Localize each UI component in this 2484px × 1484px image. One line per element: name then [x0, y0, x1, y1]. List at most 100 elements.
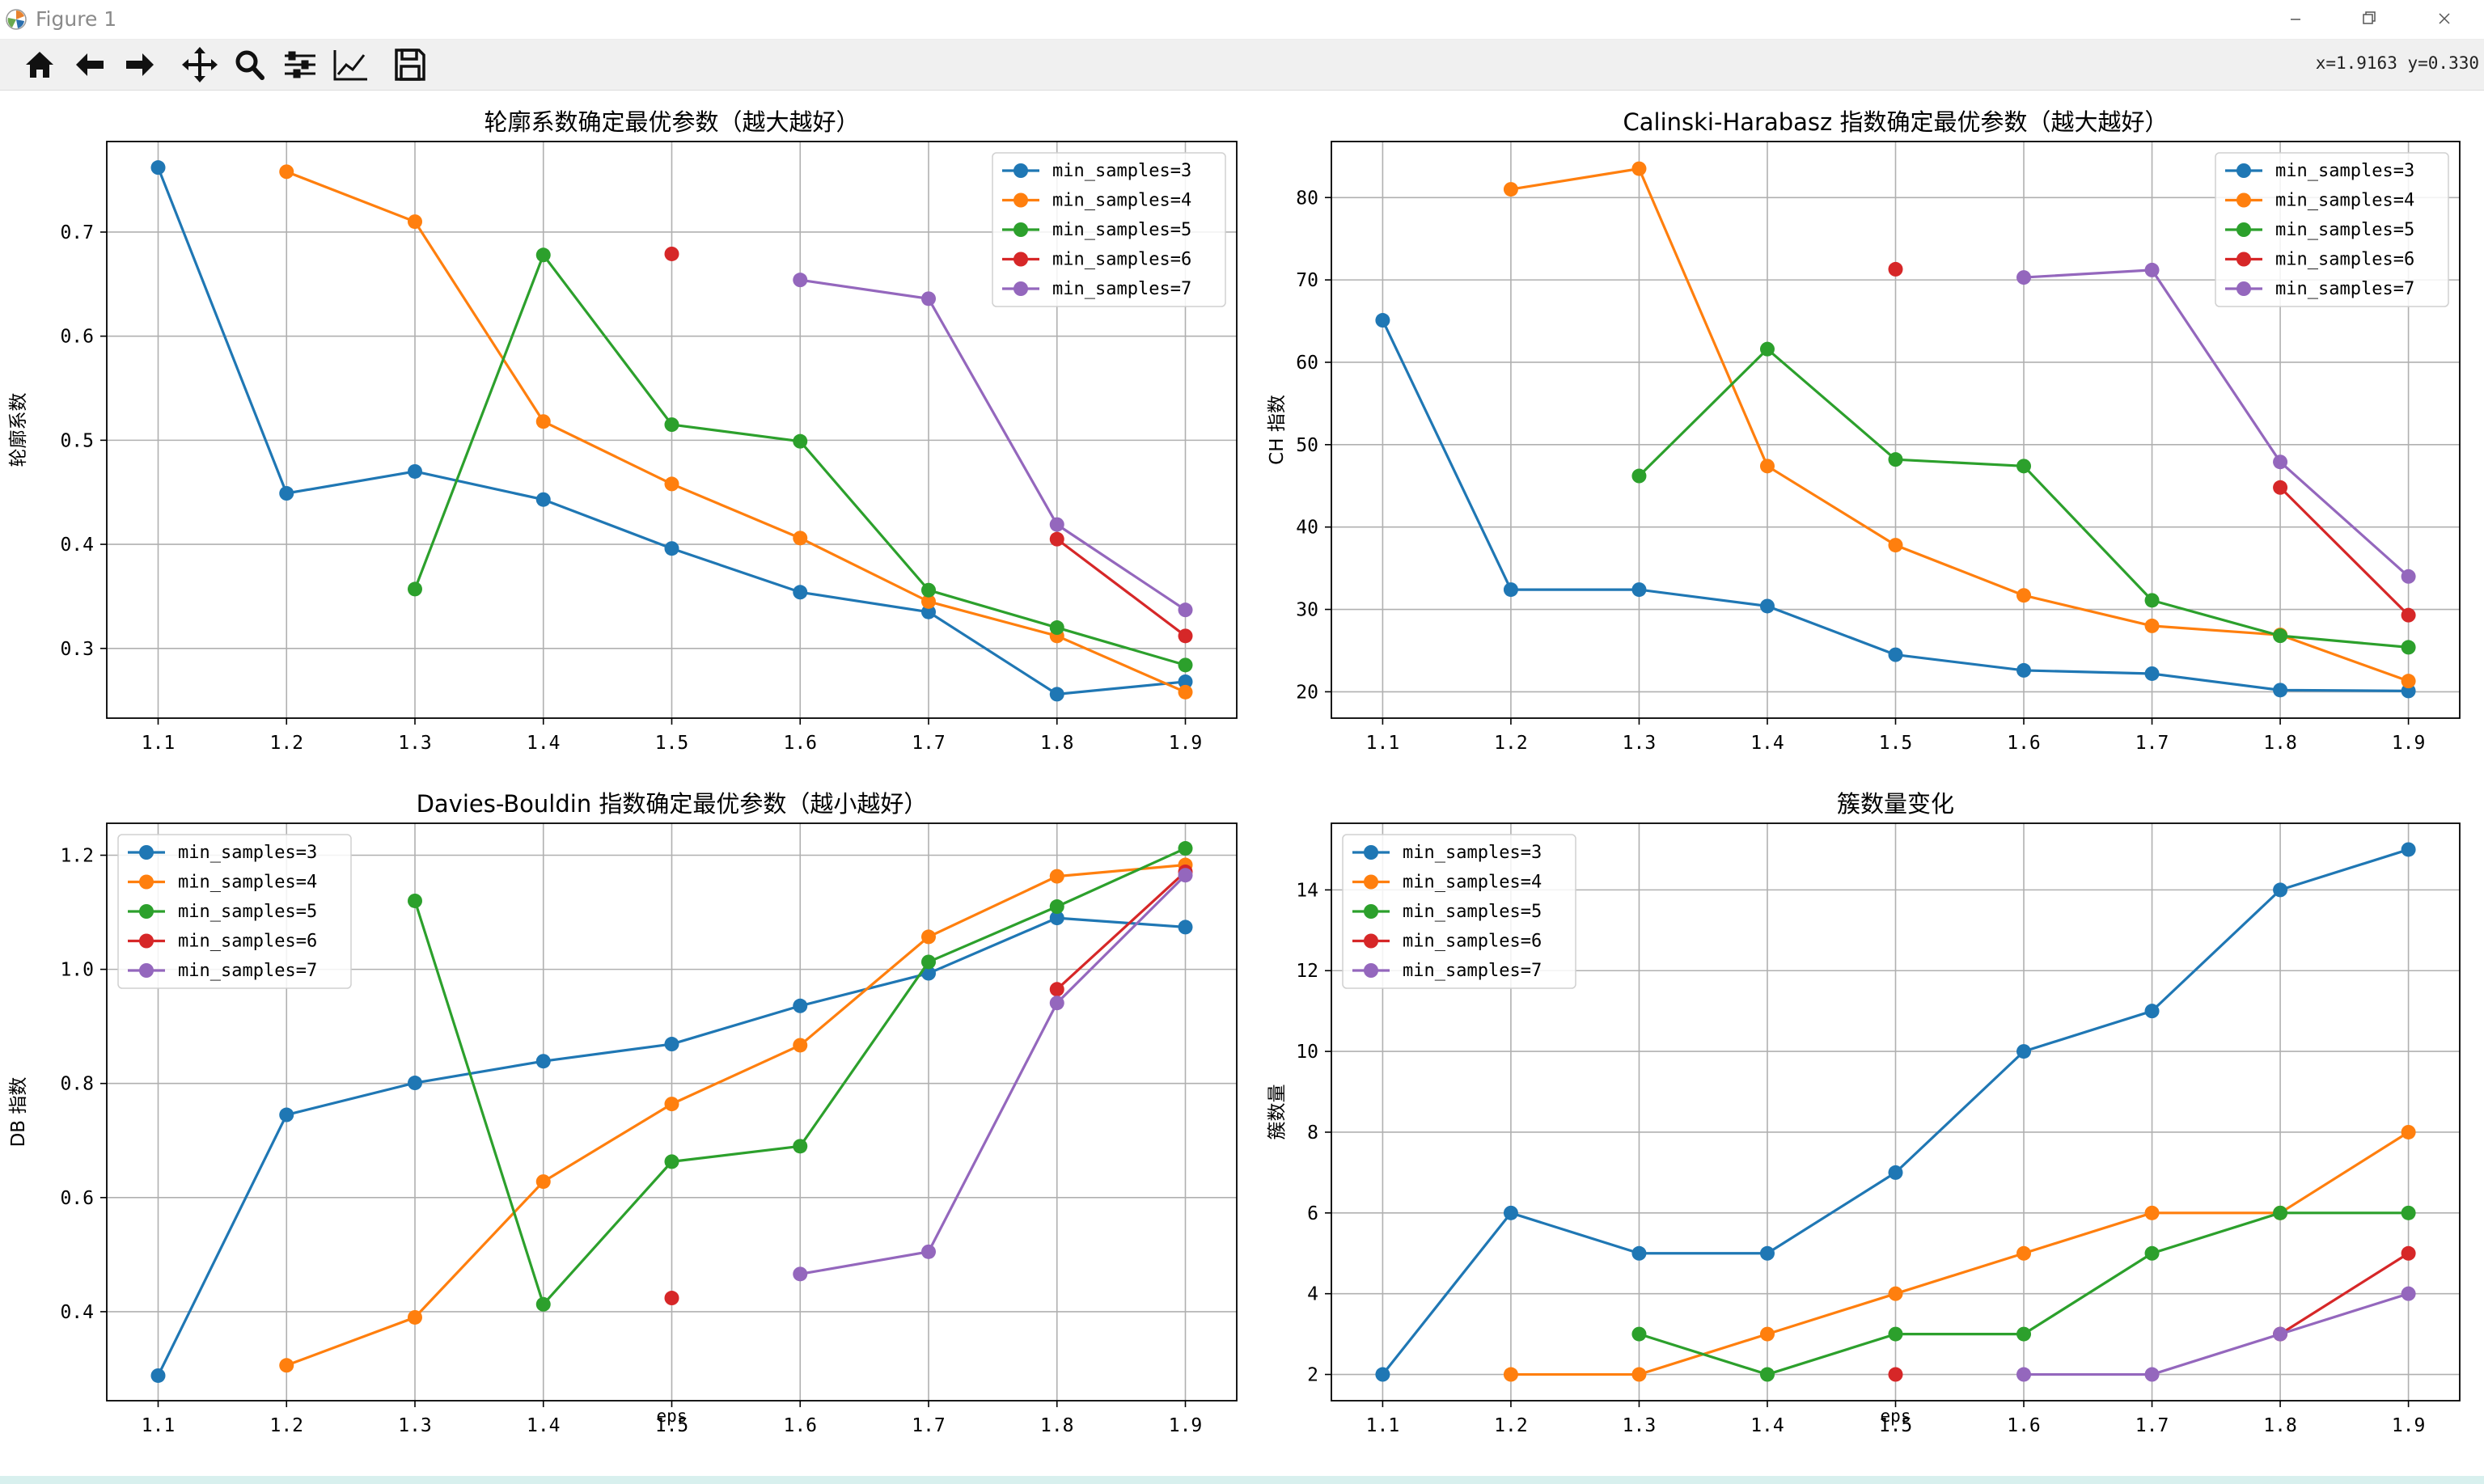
x-tick-label: 1.5	[655, 733, 689, 754]
y-tick-label: 1.2	[60, 846, 94, 867]
data-point	[2144, 618, 2160, 633]
data-point	[1503, 582, 1518, 598]
legend-label: min_samples=4	[1403, 873, 1542, 893]
series-line-4	[286, 170, 1187, 694]
data-point	[921, 966, 936, 981]
data-point	[1178, 602, 1193, 618]
legend-label: min_samples=7	[1052, 279, 1191, 299]
data-point	[2144, 666, 2160, 681]
data-point	[1049, 911, 1064, 926]
data-point	[1178, 920, 1193, 935]
x-tick-label: 1.2	[269, 733, 303, 754]
data-point	[2016, 662, 2032, 678]
figure-canvas[interactable]: 1.1 1.2 1.3 1.4 1.5 1.6 1.7 1.8 1.9 0.3 0.4 0.5 0.6 0…	[0, 91, 2484, 1476]
subplots-button[interactable]	[280, 45, 320, 84]
minimize-button[interactable]	[2260, 0, 2331, 39]
x-tick-label: 1.1	[142, 733, 176, 754]
y-tick-label: 30	[1296, 600, 1318, 621]
legend-frame	[1342, 834, 1576, 989]
y-tick-label: 80	[1296, 188, 1318, 209]
back-arrow-icon	[76, 53, 104, 76]
x-tick-label: 1.3	[1623, 1415, 1657, 1436]
back-button[interactable]	[70, 45, 110, 84]
data-point	[2273, 1326, 2288, 1342]
subplot-silhouette[interactable]: 1.1 1.2 1.3 1.4 1.5 1.6 1.7 1.8 1.9 0.3 0.4 0.5 0.6 0…	[8, 108, 1238, 754]
data-point	[2016, 588, 2032, 603]
legend-label: min_samples=3	[1403, 843, 1542, 863]
zoom-icon	[235, 50, 264, 80]
x-tick-label: 1.9	[2392, 733, 2426, 754]
legend-marker	[139, 874, 154, 890]
x-tick-label: 1.5	[1879, 1415, 1913, 1436]
legend-label: min_samples=7	[1403, 961, 1542, 981]
y-tick-label: 20	[1296, 682, 1318, 703]
series-line-6	[2279, 1252, 2410, 1335]
series-line-7	[800, 278, 1187, 611]
data-point	[2273, 882, 2288, 898]
home-button[interactable]	[19, 45, 60, 84]
data-point	[1503, 1367, 1518, 1382]
data-point	[279, 486, 294, 501]
legend-label: min_samples=7	[2275, 279, 2414, 299]
x-tick-label: 1.3	[398, 733, 432, 754]
data-point	[2144, 593, 2160, 608]
y-tick-label: 0.8	[60, 1074, 94, 1095]
data-point	[2273, 628, 2288, 644]
data-point	[921, 291, 936, 307]
close-button[interactable]	[2409, 0, 2480, 39]
data-point	[2401, 1245, 2416, 1261]
y-tick-label: 0.6	[60, 1188, 94, 1209]
data-point	[1503, 1205, 1518, 1220]
restore-button[interactable]	[2333, 0, 2404, 39]
series-line-6	[1056, 870, 1187, 991]
axes-frame	[106, 822, 1238, 1402]
subplot-calinski-harabasz[interactable]: 1.1 1.2 1.3 1.4 1.5 1.6 1.7 1.8 1.9 20 30 40 50 60 70 8…	[1267, 108, 2461, 754]
series-line-4	[286, 863, 1186, 1367]
legend-label: min_samples=6	[2275, 250, 2414, 270]
x-tick-label: 1.9	[1169, 1415, 1203, 1436]
data-point	[1049, 517, 1064, 532]
y-tick-label: 0.5	[60, 430, 94, 451]
forward-button[interactable]	[120, 45, 160, 84]
series-line-7	[2023, 268, 2410, 577]
x-tick-label: 1.8	[1040, 733, 1074, 754]
edit-axes-button[interactable]	[330, 45, 370, 84]
legend-label: min_samples=4	[1052, 191, 1191, 211]
data-point	[535, 492, 551, 507]
data-point	[921, 954, 936, 970]
data-point	[664, 541, 679, 556]
pan-button[interactable]	[180, 45, 220, 84]
subplots-icon	[285, 51, 315, 78]
y-axis-label: CH 指数	[1267, 395, 1288, 465]
x-tick-label: 1.6	[2007, 733, 2041, 754]
navigation-toolbar	[0, 40, 2484, 91]
zoom-button[interactable]	[230, 45, 270, 84]
legend-marker	[139, 933, 154, 949]
save-button[interactable]	[390, 45, 430, 84]
data-point	[279, 1107, 294, 1123]
data-point	[1049, 982, 1064, 997]
data-point	[2273, 480, 2288, 495]
legend-marker	[1013, 252, 1028, 267]
data-point	[279, 1358, 294, 1373]
data-point	[2144, 1205, 2160, 1220]
data-point	[2273, 1205, 2288, 1220]
y-tick-label: 14	[1296, 880, 1318, 901]
data-point	[1178, 657, 1193, 673]
y-tick-label: 10	[1296, 1042, 1318, 1063]
subplot-cluster-count[interactable]: 1.1 1.2 1.3 1.4 1.5 1.6 1.7 1.8 1.9 2 4 6 8 10 12 14 簇数量…	[1267, 790, 2461, 1436]
series-line-6	[1056, 538, 1187, 637]
legend-label: min_samples=5	[1052, 220, 1191, 240]
data-point	[1375, 313, 1390, 328]
pan-icon	[182, 47, 218, 82]
legend: min_samples=3 min_samples=4 min_samples=5m…	[1342, 834, 1576, 989]
subplot-davies-bouldin[interactable]: 1.1 1.2 1.3 1.4 1.5 1.6 1.7 1.8 1.9 0.4 0.6 0.8 1.0 1…	[8, 790, 1238, 1436]
x-tick-label: 1.7	[2135, 733, 2169, 754]
y-axis-label: DB 指数	[8, 1077, 29, 1148]
legend-label: min_samples=6	[1403, 932, 1542, 952]
data-point	[793, 433, 808, 449]
y-tick-label: 12	[1296, 961, 1318, 982]
y-tick-label: 0.4	[60, 535, 94, 556]
x-tick-label: 1.6	[783, 733, 817, 754]
legend-label: min_samples=6	[178, 932, 317, 952]
